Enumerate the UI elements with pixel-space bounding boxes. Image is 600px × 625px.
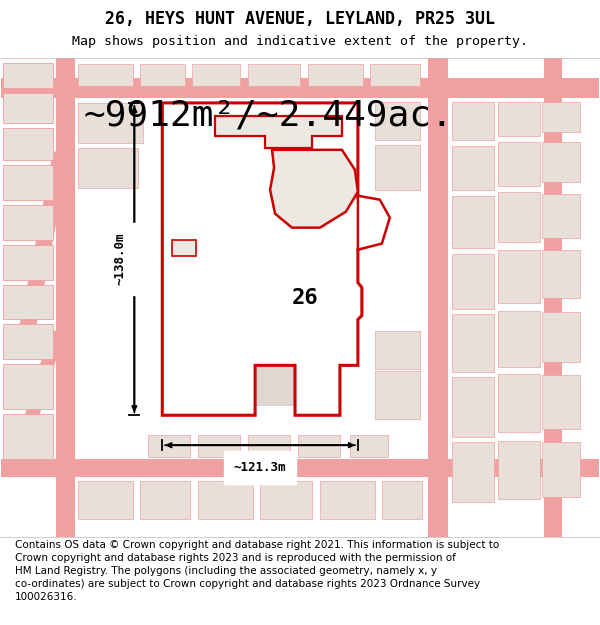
Bar: [198, 435, 240, 457]
Bar: [250, 251, 318, 306]
Bar: [79, 64, 133, 86]
Bar: [250, 314, 318, 359]
Text: ~138.0m: ~138.0m: [114, 233, 127, 286]
Polygon shape: [215, 116, 342, 148]
Bar: [542, 102, 580, 132]
Bar: [497, 249, 539, 304]
Bar: [350, 435, 388, 457]
Bar: [452, 146, 494, 190]
Bar: [497, 102, 539, 136]
Bar: [140, 64, 185, 86]
Bar: [198, 481, 253, 519]
Bar: [2, 128, 53, 160]
Text: Contains OS data © Crown copyright and database right 2021. This information is : Contains OS data © Crown copyright and d…: [15, 539, 499, 602]
Bar: [248, 64, 300, 86]
Bar: [542, 142, 580, 182]
Bar: [148, 435, 190, 457]
Bar: [1, 459, 599, 477]
Text: 26, HEYS HUNT AVENUE, LEYLAND, PR25 3UL: 26, HEYS HUNT AVENUE, LEYLAND, PR25 3UL: [105, 11, 495, 29]
Bar: [497, 441, 539, 499]
Bar: [428, 58, 448, 537]
Bar: [2, 165, 53, 200]
Polygon shape: [358, 196, 390, 249]
Bar: [497, 142, 539, 186]
Bar: [79, 103, 143, 143]
Bar: [452, 254, 494, 309]
Bar: [2, 205, 53, 239]
Polygon shape: [312, 177, 340, 201]
Bar: [497, 374, 539, 432]
Bar: [56, 58, 76, 537]
Bar: [2, 244, 53, 279]
Bar: [2, 63, 53, 88]
Bar: [375, 102, 420, 140]
Bar: [180, 106, 242, 136]
Bar: [180, 142, 242, 180]
Bar: [382, 481, 422, 519]
Bar: [255, 368, 323, 405]
Bar: [2, 284, 53, 319]
Bar: [180, 222, 242, 289]
Bar: [542, 376, 580, 429]
Bar: [248, 435, 290, 457]
Bar: [542, 442, 580, 497]
Polygon shape: [322, 186, 350, 213]
Bar: [79, 481, 133, 519]
Bar: [497, 311, 539, 368]
Text: ~9912m²/~2.449ac.: ~9912m²/~2.449ac.: [83, 99, 453, 133]
Bar: [2, 364, 53, 409]
Bar: [370, 64, 420, 86]
Bar: [308, 64, 363, 86]
Bar: [1, 78, 599, 98]
Bar: [192, 64, 240, 86]
Bar: [2, 414, 53, 459]
Bar: [542, 312, 580, 362]
Bar: [375, 371, 420, 419]
Bar: [298, 435, 340, 457]
Bar: [452, 378, 494, 438]
Bar: [260, 481, 312, 519]
Bar: [375, 331, 420, 369]
Bar: [452, 314, 494, 372]
Bar: [172, 239, 196, 256]
Bar: [185, 368, 240, 405]
Polygon shape: [280, 206, 302, 226]
Text: ~121.3m: ~121.3m: [234, 461, 286, 474]
Text: 26: 26: [292, 288, 319, 308]
Bar: [140, 481, 190, 519]
Polygon shape: [312, 202, 338, 226]
Bar: [497, 192, 539, 242]
Polygon shape: [296, 170, 322, 191]
Text: Map shows position and indicative extent of the property.: Map shows position and indicative extent…: [72, 34, 528, 48]
Bar: [180, 294, 242, 359]
Bar: [452, 196, 494, 248]
Bar: [2, 93, 53, 123]
Bar: [375, 145, 420, 190]
Bar: [258, 108, 308, 130]
Polygon shape: [270, 150, 358, 228]
Bar: [79, 148, 139, 188]
Bar: [452, 102, 494, 140]
Bar: [542, 194, 580, 238]
Bar: [542, 249, 580, 298]
Bar: [320, 481, 375, 519]
Bar: [452, 442, 494, 502]
Polygon shape: [162, 103, 388, 415]
Bar: [2, 324, 53, 359]
Bar: [544, 58, 562, 537]
Polygon shape: [296, 209, 320, 231]
